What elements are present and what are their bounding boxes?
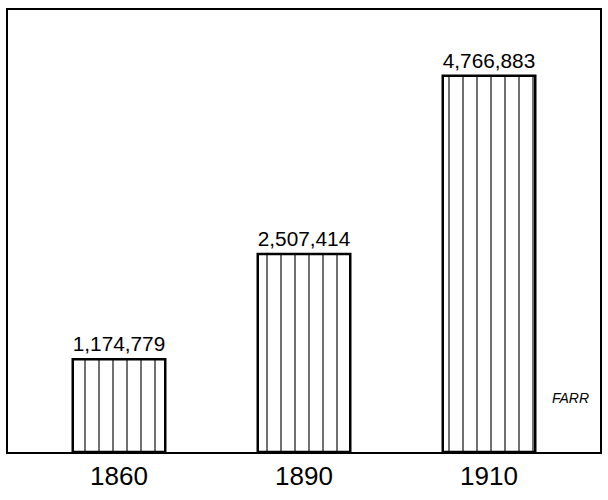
svg-text:1910: 1910 — [460, 461, 518, 491]
svg-text:FARR: FARR — [552, 390, 589, 406]
svg-text:2,507,414: 2,507,414 — [258, 227, 350, 250]
svg-text:1890: 1890 — [275, 461, 333, 491]
svg-text:1860: 1860 — [90, 461, 148, 491]
svg-text:1,174,779: 1,174,779 — [73, 332, 165, 355]
svg-text:4,766,883: 4,766,883 — [443, 49, 535, 72]
